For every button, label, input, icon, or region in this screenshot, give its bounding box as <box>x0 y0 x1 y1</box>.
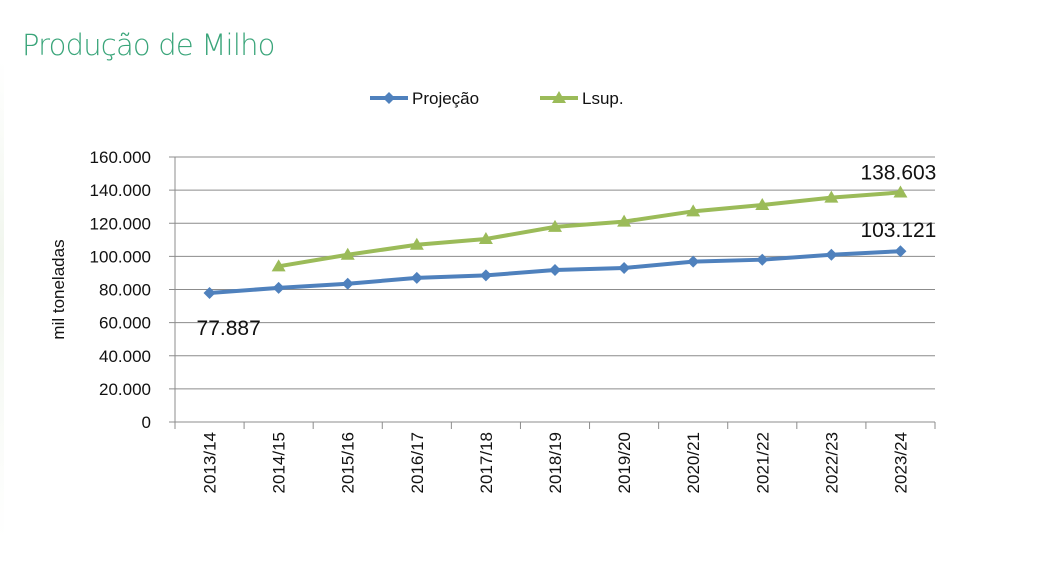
data-point <box>271 259 286 272</box>
data-label: 77.887 <box>197 317 261 340</box>
data-point <box>203 286 216 299</box>
y-tick-label: 80.000 <box>99 281 151 300</box>
data-point <box>825 248 838 261</box>
data-point <box>756 253 769 266</box>
data-point <box>409 237 424 250</box>
data-point <box>479 269 492 282</box>
y-tick-label: 160.000 <box>90 148 151 167</box>
y-tick-label: 60.000 <box>99 314 151 333</box>
data-point <box>617 214 632 227</box>
left-edge-decoration <box>0 60 4 540</box>
data-point <box>548 219 562 232</box>
x-tick-label: 2022/23 <box>822 432 841 493</box>
data-point <box>549 263 561 276</box>
data-point <box>478 231 493 244</box>
data-point <box>893 185 908 198</box>
data-label: 103.121 <box>860 219 936 242</box>
y-tick-label: 120.000 <box>90 214 151 233</box>
y-tick-label: 20.000 <box>99 380 151 399</box>
data-point <box>686 204 701 217</box>
x-tick-label: 2019/20 <box>615 432 634 493</box>
data-label: 138.603 <box>860 161 936 184</box>
data-point <box>755 198 770 211</box>
x-tick-label: 2013/14 <box>201 432 220 493</box>
x-tick-label: 2017/18 <box>477 432 496 493</box>
data-point <box>618 261 631 274</box>
data-point <box>824 190 839 203</box>
data-point <box>341 277 354 290</box>
series-line-lsup <box>278 190 901 269</box>
data-point <box>340 247 355 260</box>
x-tick-label: 2016/17 <box>408 432 427 493</box>
page-title: Produção de Milho <box>22 28 275 62</box>
data-point <box>272 281 285 294</box>
data-point <box>552 91 566 103</box>
legend-label: Projeção <box>412 89 479 108</box>
x-tick-label: 2021/22 <box>753 432 772 493</box>
legend-label: Lsup. <box>582 89 624 108</box>
y-tick-label: 100.000 <box>90 247 151 266</box>
x-tick-label: 2018/19 <box>546 432 565 493</box>
x-tick-label: 2014/15 <box>270 432 289 493</box>
x-tick-label: 2020/21 <box>684 432 703 493</box>
data-point <box>687 255 700 268</box>
y-axis-title: mil toneladas <box>49 239 68 339</box>
y-tick-label: 140.000 <box>90 181 151 200</box>
data-point <box>383 92 395 104</box>
data-point <box>410 271 423 284</box>
x-tick-label: 2023/24 <box>891 432 910 493</box>
y-tick-label: 0 <box>142 413 151 432</box>
y-tick-label: 40.000 <box>99 347 151 366</box>
x-tick-label: 2015/16 <box>339 432 358 493</box>
data-point <box>894 245 907 258</box>
